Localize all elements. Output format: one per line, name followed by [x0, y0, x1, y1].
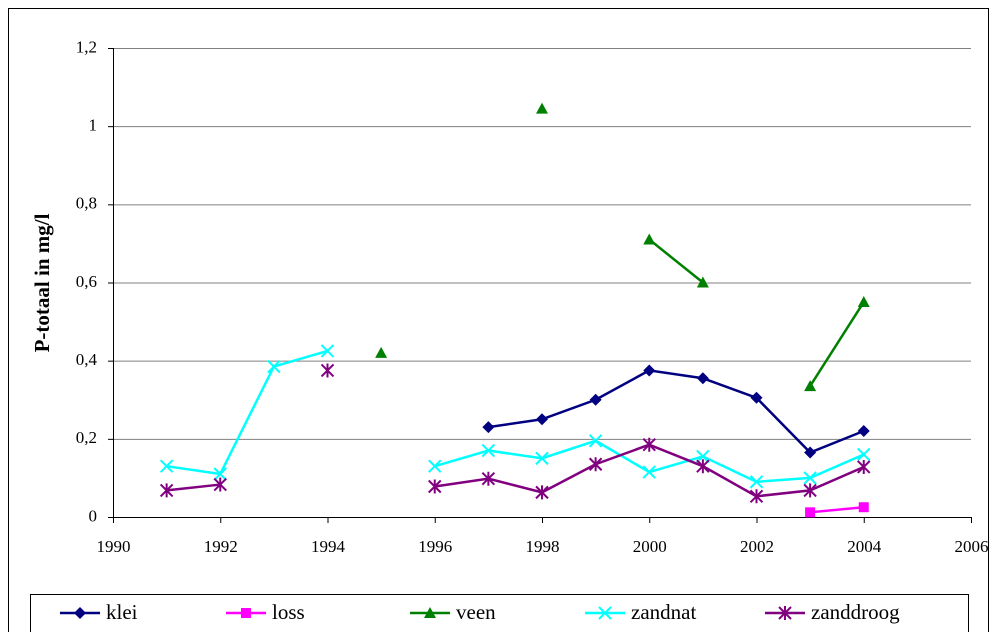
data-point	[481, 443, 496, 458]
data-point	[696, 372, 709, 385]
data-point	[696, 459, 710, 474]
data-point	[588, 457, 603, 472]
data-point	[159, 483, 174, 498]
series-line	[488, 369, 865, 454]
data-point	[696, 449, 710, 464]
data-point	[803, 483, 817, 498]
data-point	[588, 434, 603, 448]
legend-marker	[598, 606, 612, 620]
data-point	[857, 447, 871, 462]
data-point	[213, 477, 227, 492]
data-point	[536, 102, 548, 114]
legend-label: veen	[456, 600, 496, 624]
data-point	[857, 459, 871, 474]
data-point	[213, 467, 227, 481]
data-point	[536, 413, 548, 426]
data-point	[749, 489, 764, 504]
legend-marker	[424, 607, 436, 618]
data-point	[750, 391, 763, 404]
y-tick-label: 0,8	[76, 194, 97, 213]
data-point	[320, 344, 335, 358]
legend-marker	[74, 607, 86, 619]
data-point	[482, 421, 495, 434]
data-point	[428, 479, 442, 494]
legend-box	[30, 594, 969, 632]
legend-label: klei	[106, 600, 138, 624]
y-tick-label: 0,2	[76, 428, 97, 447]
data-point	[535, 485, 549, 500]
legend-marker	[241, 608, 251, 618]
data-point	[749, 475, 764, 489]
data-point	[375, 346, 388, 358]
x-tick-label: 2000	[633, 537, 667, 556]
y-tick-label: 0	[89, 506, 98, 525]
data-point	[857, 296, 870, 308]
data-point	[643, 233, 656, 245]
data-point	[805, 507, 816, 518]
data-point	[428, 459, 442, 473]
data-point	[589, 393, 602, 406]
y-tick-label: 0,4	[76, 350, 98, 369]
data-point	[858, 502, 869, 513]
data-point	[643, 364, 656, 377]
x-tick-label: 1998	[526, 537, 560, 556]
legend-label: zandnat	[631, 600, 696, 624]
legend-marker	[778, 606, 792, 620]
data-point	[481, 471, 496, 486]
data-point	[803, 471, 817, 485]
data-point	[159, 459, 174, 473]
data-point	[267, 359, 281, 374]
data-point	[857, 425, 870, 438]
x-tick-label: 2002	[740, 537, 774, 556]
y-tick-label: 0,6	[76, 272, 97, 291]
x-tick-label: 1996	[418, 537, 452, 556]
x-tick-label: 1992	[204, 537, 238, 556]
y-axis-label: P-totaal in mg/l	[30, 213, 54, 352]
x-tick-label: 1994	[311, 537, 346, 556]
legend-label: loss	[272, 600, 305, 624]
series-line	[810, 505, 864, 514]
series-line	[648, 238, 865, 387]
y-tick-label: 1,2	[76, 37, 97, 56]
x-tick-label: 1990	[97, 537, 131, 556]
data-point	[804, 446, 817, 459]
data-point	[696, 276, 709, 288]
y-tick-label: 1	[89, 116, 98, 135]
data-point	[535, 451, 549, 466]
legend-label: zanddroog	[811, 600, 900, 624]
data-point	[642, 437, 656, 452]
data-point	[804, 380, 817, 392]
x-tick-label: 2006	[955, 537, 989, 556]
chart-border	[8, 8, 989, 632]
data-point	[642, 465, 656, 479]
x-tick-label: 2004	[847, 537, 882, 556]
data-point	[320, 363, 335, 378]
